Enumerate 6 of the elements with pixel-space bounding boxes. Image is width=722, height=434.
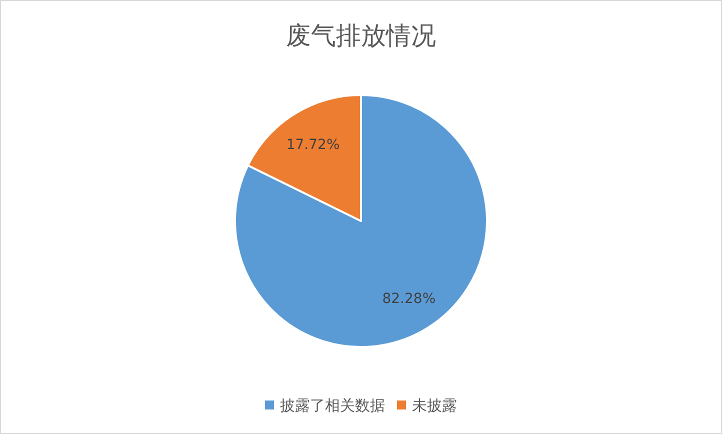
data-label: 82.28%: [382, 291, 436, 308]
legend-label: 未披露: [412, 396, 457, 414]
pie-slice: [234, 94, 488, 348]
legend-label: 披露了相关数据: [280, 396, 385, 414]
chart-title: 废气排放情况: [286, 21, 436, 50]
data-label: 17.72%: [286, 136, 340, 153]
